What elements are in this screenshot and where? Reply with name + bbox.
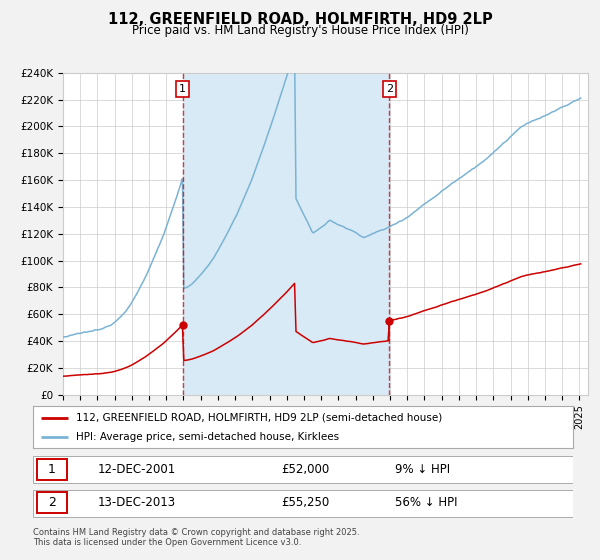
Text: £55,250: £55,250 (281, 496, 329, 509)
Text: 9% ↓ HPI: 9% ↓ HPI (395, 463, 450, 475)
Bar (182, 73, 389, 395)
Text: 56% ↓ HPI: 56% ↓ HPI (395, 496, 457, 509)
Text: HPI: Average price, semi-detached house, Kirklees: HPI: Average price, semi-detached house,… (76, 432, 340, 442)
Text: £52,000: £52,000 (281, 463, 329, 475)
Text: 1: 1 (179, 84, 186, 94)
Text: 12-DEC-2001: 12-DEC-2001 (98, 463, 176, 475)
Text: Price paid vs. HM Land Registry's House Price Index (HPI): Price paid vs. HM Land Registry's House … (131, 24, 469, 36)
Text: Contains HM Land Registry data © Crown copyright and database right 2025.
This d: Contains HM Land Registry data © Crown c… (33, 528, 359, 547)
FancyBboxPatch shape (33, 456, 573, 483)
Text: 112, GREENFIELD ROAD, HOLMFIRTH, HD9 2LP (semi-detached house): 112, GREENFIELD ROAD, HOLMFIRTH, HD9 2LP… (76, 413, 442, 423)
Text: 2: 2 (48, 496, 56, 509)
Text: 112, GREENFIELD ROAD, HOLMFIRTH, HD9 2LP: 112, GREENFIELD ROAD, HOLMFIRTH, HD9 2LP (107, 12, 493, 27)
Text: 13-DEC-2013: 13-DEC-2013 (98, 496, 176, 509)
Text: 2: 2 (386, 84, 393, 94)
Text: 1: 1 (48, 463, 56, 475)
FancyBboxPatch shape (33, 489, 573, 517)
FancyBboxPatch shape (37, 459, 67, 480)
FancyBboxPatch shape (37, 492, 67, 514)
